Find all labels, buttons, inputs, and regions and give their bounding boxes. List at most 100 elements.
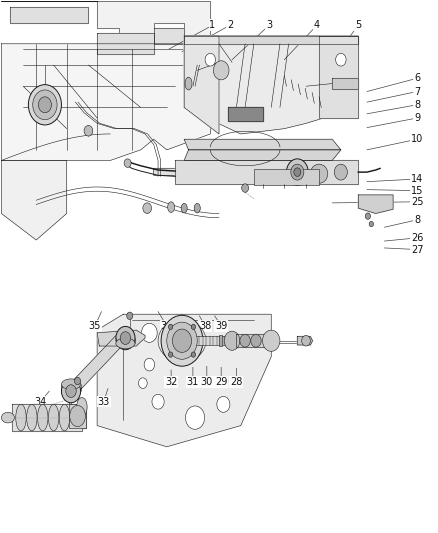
Text: 31: 31	[187, 377, 199, 387]
Ellipse shape	[240, 334, 251, 347]
Polygon shape	[237, 334, 271, 347]
Ellipse shape	[262, 330, 280, 351]
Text: 2: 2	[227, 20, 233, 30]
Ellipse shape	[365, 213, 371, 219]
Polygon shape	[154, 28, 184, 44]
Ellipse shape	[194, 204, 200, 213]
Ellipse shape	[286, 159, 308, 185]
Text: 38: 38	[199, 321, 211, 331]
Ellipse shape	[169, 324, 173, 329]
Ellipse shape	[141, 323, 157, 342]
Ellipse shape	[61, 379, 81, 403]
Ellipse shape	[66, 385, 76, 398]
Ellipse shape	[369, 221, 374, 227]
Ellipse shape	[169, 352, 173, 357]
Text: 35: 35	[89, 321, 101, 331]
Ellipse shape	[59, 405, 70, 431]
Ellipse shape	[144, 358, 155, 371]
Text: 14: 14	[411, 174, 423, 184]
Ellipse shape	[124, 159, 131, 167]
Polygon shape	[97, 33, 154, 54]
Ellipse shape	[116, 326, 135, 350]
Text: 6: 6	[414, 73, 420, 83]
Polygon shape	[176, 160, 358, 184]
Text: 3: 3	[266, 20, 272, 30]
Ellipse shape	[251, 334, 261, 347]
Polygon shape	[97, 314, 271, 447]
Ellipse shape	[77, 398, 87, 417]
Ellipse shape	[191, 324, 196, 329]
Text: 28: 28	[230, 377, 243, 387]
Text: 15: 15	[411, 185, 423, 196]
Ellipse shape	[116, 338, 135, 349]
Ellipse shape	[127, 312, 133, 319]
Polygon shape	[184, 36, 358, 134]
Text: 26: 26	[411, 233, 423, 243]
Ellipse shape	[302, 335, 311, 346]
Ellipse shape	[224, 331, 240, 350]
Text: 4: 4	[314, 20, 320, 30]
Ellipse shape	[16, 405, 26, 431]
Ellipse shape	[185, 77, 192, 90]
Polygon shape	[67, 336, 122, 396]
Polygon shape	[1, 44, 210, 160]
Text: 8: 8	[414, 215, 420, 225]
Text: 1: 1	[209, 20, 215, 30]
Ellipse shape	[167, 322, 197, 359]
Text: 25: 25	[411, 197, 423, 207]
Text: 9: 9	[414, 113, 420, 123]
Bar	[182, 336, 245, 345]
Ellipse shape	[143, 203, 152, 214]
Ellipse shape	[181, 204, 187, 213]
Polygon shape	[319, 36, 358, 118]
Ellipse shape	[38, 405, 48, 431]
Ellipse shape	[213, 61, 229, 80]
Text: 27: 27	[411, 245, 423, 255]
Ellipse shape	[70, 406, 85, 426]
Bar	[219, 335, 223, 346]
Bar	[69, 405, 86, 428]
Text: 5: 5	[355, 20, 361, 30]
Ellipse shape	[28, 85, 61, 125]
Polygon shape	[10, 7, 88, 22]
Ellipse shape	[138, 378, 147, 389]
Polygon shape	[297, 336, 313, 345]
Polygon shape	[12, 405, 86, 431]
Text: 29: 29	[215, 377, 227, 387]
Polygon shape	[154, 160, 358, 177]
Ellipse shape	[242, 184, 249, 192]
Text: 34: 34	[35, 397, 47, 407]
Text: 36: 36	[161, 321, 173, 331]
Text: 33: 33	[98, 397, 110, 407]
Text: 32: 32	[165, 377, 177, 387]
Ellipse shape	[336, 53, 346, 66]
Ellipse shape	[61, 379, 81, 390]
Polygon shape	[184, 139, 341, 150]
Polygon shape	[184, 44, 210, 65]
Text: 37: 37	[182, 321, 195, 331]
Polygon shape	[332, 78, 358, 89]
Polygon shape	[184, 150, 341, 160]
Ellipse shape	[185, 406, 205, 429]
Ellipse shape	[74, 377, 81, 385]
Ellipse shape	[291, 164, 304, 180]
Polygon shape	[1, 2, 210, 54]
Ellipse shape	[334, 164, 347, 180]
Ellipse shape	[84, 125, 93, 136]
Text: 8: 8	[414, 100, 420, 110]
Polygon shape	[184, 36, 219, 134]
Ellipse shape	[191, 352, 196, 357]
Ellipse shape	[27, 405, 37, 431]
Bar	[254, 169, 319, 185]
Text: 39: 39	[215, 321, 227, 331]
Ellipse shape	[217, 397, 230, 413]
Polygon shape	[1, 160, 67, 240]
Polygon shape	[184, 36, 358, 44]
Ellipse shape	[168, 202, 175, 213]
Text: 7: 7	[414, 86, 420, 96]
Ellipse shape	[173, 329, 191, 352]
Ellipse shape	[152, 394, 164, 409]
Ellipse shape	[161, 316, 203, 366]
Ellipse shape	[1, 413, 14, 423]
Polygon shape	[358, 195, 393, 214]
